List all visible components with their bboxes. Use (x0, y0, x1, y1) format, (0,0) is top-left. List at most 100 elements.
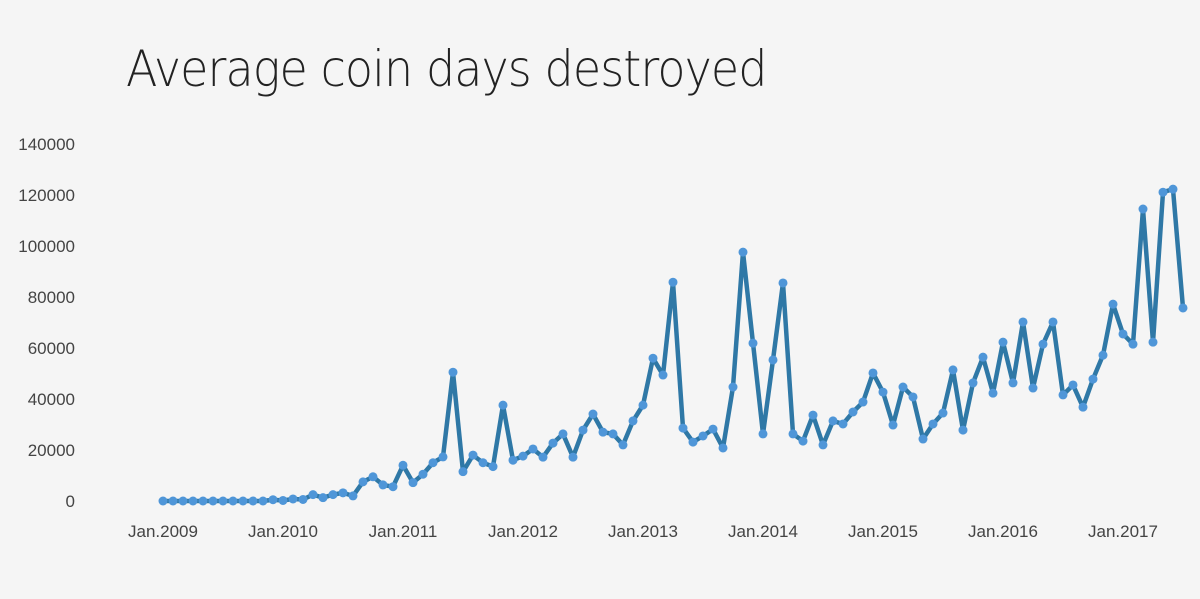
data-point[interactable] (548, 438, 558, 448)
data-point[interactable] (838, 419, 848, 429)
data-point[interactable] (198, 496, 208, 506)
data-point[interactable] (1118, 329, 1128, 339)
data-point[interactable] (778, 278, 788, 288)
data-point[interactable] (638, 400, 648, 410)
data-point[interactable] (898, 382, 908, 392)
data-point[interactable] (738, 247, 748, 257)
data-point[interactable] (348, 491, 358, 501)
data-point[interactable] (568, 452, 578, 462)
data-point[interactable] (288, 494, 298, 504)
data-point[interactable] (668, 277, 678, 287)
data-point[interactable] (608, 429, 618, 439)
data-point[interactable] (528, 444, 538, 454)
data-point[interactable] (1028, 383, 1038, 393)
data-point[interactable] (328, 490, 338, 500)
data-point[interactable] (948, 365, 958, 375)
data-point[interactable] (508, 455, 518, 465)
data-point[interactable] (628, 416, 638, 426)
data-point[interactable] (1008, 378, 1018, 388)
data-point[interactable] (458, 467, 468, 477)
data-point[interactable] (728, 382, 738, 392)
data-point[interactable] (478, 458, 488, 468)
data-point[interactable] (218, 496, 228, 506)
data-point[interactable] (1038, 339, 1048, 349)
data-point[interactable] (618, 440, 628, 450)
data-point[interactable] (298, 494, 308, 504)
data-point[interactable] (828, 416, 838, 426)
data-point[interactable] (228, 496, 238, 506)
data-point[interactable] (928, 419, 938, 429)
data-point[interactable] (338, 488, 348, 498)
data-point[interactable] (538, 452, 548, 462)
data-point[interactable] (908, 392, 918, 402)
data-point[interactable] (1048, 317, 1058, 327)
data-point[interactable] (248, 496, 258, 506)
data-point[interactable] (1168, 184, 1178, 194)
data-point[interactable] (1058, 390, 1068, 400)
data-point[interactable] (978, 352, 988, 362)
data-point[interactable] (868, 368, 878, 378)
data-point[interactable] (188, 496, 198, 506)
data-point[interactable] (578, 425, 588, 435)
data-point[interactable] (1148, 337, 1158, 347)
data-point[interactable] (258, 496, 268, 506)
data-point[interactable] (208, 496, 218, 506)
data-point[interactable] (418, 469, 428, 479)
data-point[interactable] (398, 460, 408, 470)
data-point[interactable] (558, 429, 568, 439)
data-point[interactable] (518, 451, 528, 461)
data-point[interactable] (718, 443, 728, 453)
data-point[interactable] (698, 431, 708, 441)
data-point[interactable] (918, 434, 928, 444)
data-point[interactable] (858, 397, 868, 407)
data-point[interactable] (468, 450, 478, 460)
data-point[interactable] (588, 409, 598, 419)
data-point[interactable] (308, 490, 318, 500)
data-point[interactable] (1088, 374, 1098, 384)
data-point[interactable] (1158, 187, 1168, 197)
data-point[interactable] (1178, 303, 1188, 313)
data-point[interactable] (598, 427, 608, 437)
data-point[interactable] (688, 437, 698, 447)
data-point[interactable] (998, 337, 1008, 347)
data-point[interactable] (708, 424, 718, 434)
data-point[interactable] (818, 440, 828, 450)
data-point[interactable] (368, 472, 378, 482)
data-point[interactable] (168, 496, 178, 506)
data-point[interactable] (268, 495, 278, 505)
data-point[interactable] (238, 496, 248, 506)
data-point[interactable] (1128, 339, 1138, 349)
data-point[interactable] (988, 388, 998, 398)
data-point[interactable] (648, 353, 658, 363)
data-point[interactable] (158, 496, 168, 506)
data-point[interactable] (378, 480, 388, 490)
data-point[interactable] (1078, 402, 1088, 412)
data-point[interactable] (1068, 380, 1078, 390)
data-point[interactable] (958, 425, 968, 435)
data-point[interactable] (388, 482, 398, 492)
data-point[interactable] (848, 407, 858, 417)
data-point[interactable] (438, 452, 448, 462)
data-point[interactable] (318, 493, 328, 503)
data-point[interactable] (448, 367, 458, 377)
data-point[interactable] (678, 423, 688, 433)
data-point[interactable] (758, 429, 768, 439)
data-point[interactable] (798, 436, 808, 446)
data-point[interactable] (938, 408, 948, 418)
data-point[interactable] (408, 478, 418, 488)
data-point[interactable] (658, 370, 668, 380)
data-point[interactable] (968, 378, 978, 388)
data-point[interactable] (278, 495, 288, 505)
data-point[interactable] (1138, 204, 1148, 214)
data-point[interactable] (788, 429, 798, 439)
data-point[interactable] (768, 355, 778, 365)
data-point[interactable] (888, 420, 898, 430)
data-point[interactable] (498, 400, 508, 410)
data-point[interactable] (488, 462, 498, 472)
data-point[interactable] (428, 458, 438, 468)
data-point[interactable] (878, 387, 888, 397)
data-point[interactable] (808, 410, 818, 420)
data-point[interactable] (358, 477, 368, 487)
data-point[interactable] (1108, 299, 1118, 309)
data-point[interactable] (748, 338, 758, 348)
